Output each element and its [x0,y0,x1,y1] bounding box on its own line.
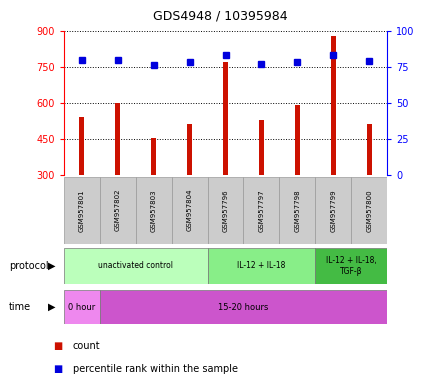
Text: unactivated control: unactivated control [98,262,173,270]
Bar [367,124,372,175]
Bar [295,105,300,175]
Text: ▶: ▶ [48,302,56,312]
Text: GSM957796: GSM957796 [223,189,228,232]
Bar [79,117,84,175]
Text: GDS4948 / 10395984: GDS4948 / 10395984 [153,10,287,23]
Bar [64,248,208,284]
Bar [64,177,100,244]
Text: ■: ■ [53,341,62,351]
Bar [330,36,336,175]
Bar [64,290,100,324]
Text: 0 hour: 0 hour [68,303,95,312]
Text: protocol: protocol [9,261,48,271]
Text: 15-20 hours: 15-20 hours [218,303,269,312]
Text: time: time [9,302,31,312]
Bar [223,62,228,175]
Bar [315,177,351,244]
Text: ■: ■ [53,364,62,374]
Bar [115,103,121,175]
Text: ▶: ▶ [48,261,56,271]
Text: GSM957803: GSM957803 [150,189,157,232]
Bar [100,177,136,244]
Bar [100,290,387,324]
Text: count: count [73,341,100,351]
Bar [172,177,208,244]
Text: GSM957799: GSM957799 [330,189,336,232]
Bar [136,177,172,244]
Bar [315,248,387,284]
Bar [208,177,243,244]
Text: GSM957802: GSM957802 [115,189,121,232]
Text: IL-12 + IL-18: IL-12 + IL-18 [237,262,286,270]
Text: GSM957801: GSM957801 [79,189,85,232]
Text: GSM957798: GSM957798 [294,189,301,232]
Text: GSM957800: GSM957800 [366,189,372,232]
Bar [351,177,387,244]
Bar [259,119,264,175]
Bar [279,177,315,244]
Text: IL-12 + IL-18,
TGF-β: IL-12 + IL-18, TGF-β [326,256,377,276]
Text: GSM957797: GSM957797 [258,189,264,232]
Text: percentile rank within the sample: percentile rank within the sample [73,364,238,374]
Bar [208,248,315,284]
Bar [151,137,156,175]
Bar [243,177,279,244]
Bar [187,124,192,175]
Text: GSM957804: GSM957804 [187,189,193,232]
